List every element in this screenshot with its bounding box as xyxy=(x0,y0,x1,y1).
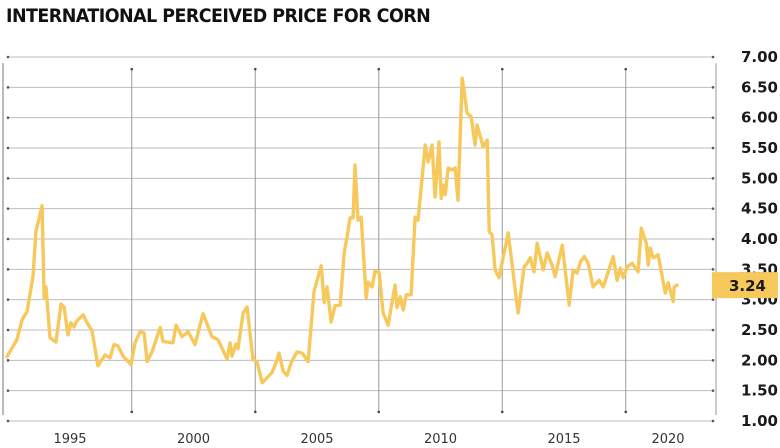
y-grid-tick xyxy=(711,207,715,210)
y-grid-tick xyxy=(711,389,715,392)
y-grid-tick xyxy=(711,419,715,423)
x-grid-tick xyxy=(500,67,504,71)
y-tick-label: 7.00 xyxy=(741,48,778,66)
y-tick-label: 4.00 xyxy=(741,230,778,248)
current-value-badge xyxy=(712,272,778,299)
y-tick-label: 5.50 xyxy=(741,139,778,157)
y-grid-tick xyxy=(711,116,715,119)
y-grid-tick xyxy=(711,298,715,301)
x-grid-tick xyxy=(377,67,381,71)
y-grid-tick xyxy=(6,328,10,332)
y-grid-tick xyxy=(711,86,715,89)
y-grid-tick xyxy=(6,177,10,180)
y-grid-tick xyxy=(711,359,715,362)
y-tick-label: 5.00 xyxy=(741,169,778,187)
y-grid-tick xyxy=(6,359,10,362)
y-tick-label: 2.00 xyxy=(741,351,778,369)
y-grid-tick xyxy=(6,86,10,89)
x-tick-label: 2005 xyxy=(300,432,333,447)
y-grid-tick xyxy=(6,268,10,271)
x-grid-tick xyxy=(624,67,628,71)
y-grid-tick xyxy=(6,55,10,59)
x-tick-label: 2010 xyxy=(424,432,457,447)
y-grid-tick xyxy=(6,298,10,301)
y-grid-tick xyxy=(6,389,10,392)
y-grid-tick xyxy=(711,268,715,271)
x-grid-tick xyxy=(130,67,134,71)
x-tick-label: 1995 xyxy=(53,432,86,447)
chart-title: INTERNATIONAL PERCEIVED PRICE FOR CORN xyxy=(6,5,431,27)
x-grid-tick xyxy=(130,410,134,414)
y-grid-tick xyxy=(711,146,715,150)
y-grid-tick xyxy=(6,116,10,119)
y-grid-tick xyxy=(711,55,715,59)
y-grid-tick xyxy=(6,207,10,210)
y-tick-label: 2.50 xyxy=(741,321,778,339)
x-tick-label: 2015 xyxy=(547,432,580,447)
x-grid-tick xyxy=(253,67,257,71)
y-grid-tick xyxy=(711,177,715,180)
y-tick-label: 1.00 xyxy=(741,412,778,430)
y-grid-tick xyxy=(6,146,10,150)
x-grid-tick xyxy=(377,410,381,414)
x-tick-label: 2000 xyxy=(177,432,210,447)
y-grid-tick xyxy=(711,328,715,332)
price-series-line xyxy=(5,76,679,385)
current-value-label: 3.24 xyxy=(729,277,766,295)
y-tick-label: 6.50 xyxy=(741,78,778,96)
y-grid-tick xyxy=(6,419,10,423)
y-tick-label: 6.00 xyxy=(741,109,778,127)
y-grid-tick xyxy=(6,237,10,241)
y-tick-label: 1.50 xyxy=(741,382,778,400)
x-grid-tick xyxy=(253,410,257,414)
y-tick-label: 4.50 xyxy=(741,200,778,218)
x-grid-tick xyxy=(500,410,504,414)
y-grid-tick xyxy=(711,237,715,241)
x-grid-tick xyxy=(624,410,628,414)
x-tick-label: 2020 xyxy=(651,432,684,447)
